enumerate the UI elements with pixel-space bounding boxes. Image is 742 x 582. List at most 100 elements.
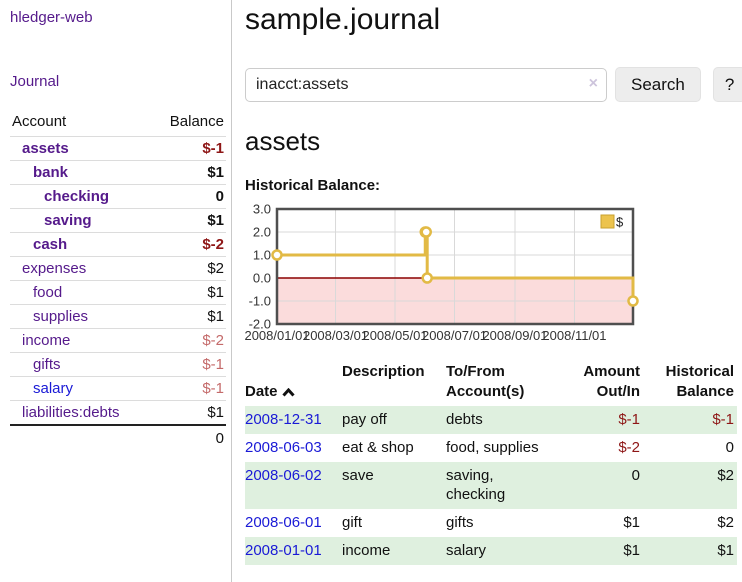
account-balance: $1 xyxy=(151,280,226,305)
transaction-date-link[interactable]: 2008-01-01 xyxy=(245,541,322,559)
account-link[interactable]: saving xyxy=(44,212,92,229)
register-row: 2008-06-01 gift gifts $1 $2 xyxy=(245,509,737,537)
register-header-description: Description xyxy=(342,363,425,380)
account-cell: bank xyxy=(10,160,152,185)
account-link[interactable]: checking xyxy=(44,188,110,205)
register-table: Date Description To/From Account(s) Amou… xyxy=(245,360,737,565)
account-balance: $1 xyxy=(151,400,226,425)
account-cell: cash xyxy=(10,232,152,257)
account-cell: checking xyxy=(10,184,152,209)
account-balance: $1 xyxy=(151,160,226,185)
account-balance: $-1 xyxy=(151,352,226,377)
transaction-accounts: food, supplies xyxy=(446,438,539,456)
transaction-description: income xyxy=(342,541,391,559)
account-link[interactable]: supplies xyxy=(33,308,89,325)
svg-text:0.0: 0.0 xyxy=(253,271,271,286)
account-cell: food xyxy=(10,280,152,305)
search-input[interactable] xyxy=(245,67,607,102)
account-balance: $-1 xyxy=(151,136,226,161)
accounts-total-row: 0 xyxy=(10,424,226,451)
transaction-date-link[interactable]: 2008-12-31 xyxy=(245,411,322,428)
register-header-row: Date Description To/From Account(s) Amou… xyxy=(245,360,737,406)
sort-ascending-icon xyxy=(281,387,295,397)
svg-text:$: $ xyxy=(616,215,624,230)
account-row: salary $-1 xyxy=(10,376,226,401)
account-balance: $-1 xyxy=(151,376,226,401)
transaction-accounts: salary xyxy=(446,541,487,559)
svg-text:2.0: 2.0 xyxy=(253,225,271,240)
historical-balance-chart: $3.0 2.0 1.0 0.0 -1.0 -2.02008/01/012008/03/0… xyxy=(244,202,639,343)
transaction-amount: $1 xyxy=(623,541,640,559)
transaction-date-cell: 2008-06-01 xyxy=(245,509,342,537)
account-link[interactable]: income xyxy=(22,332,71,349)
account-balance: $2 xyxy=(151,256,226,281)
account-link[interactable]: cash xyxy=(33,236,68,253)
accounts-header-balance: Balance xyxy=(151,111,226,137)
sidebar-item-journal[interactable]: Journal xyxy=(10,73,60,90)
register-header-date-label: Date xyxy=(245,382,278,400)
search-button[interactable]: Search xyxy=(615,67,701,102)
transaction-accounts: saving, checking xyxy=(446,466,506,504)
transaction-description: gift xyxy=(342,514,363,532)
accounts-table-body: assets $-1 bank $1 checking 0 saving $1 … xyxy=(10,136,226,425)
accounts-total-value: 0 xyxy=(151,424,226,451)
account-cell: gifts xyxy=(10,352,152,377)
account-link[interactable]: gifts xyxy=(33,356,61,373)
chart-title: Historical Balance: xyxy=(245,177,381,194)
clear-search-icon[interactable]: × xyxy=(588,74,598,92)
account-balance: $-2 xyxy=(151,328,226,353)
account-link[interactable]: expenses xyxy=(22,260,87,277)
account-row: gifts $-1 xyxy=(10,352,226,377)
account-row: supplies $1 xyxy=(10,304,226,329)
accounts-header-account: Account xyxy=(10,111,152,137)
account-cell: saving xyxy=(10,208,152,233)
transaction-date-cell: 2008-12-31 xyxy=(245,406,342,434)
transaction-amount: $-1 xyxy=(618,411,640,428)
register-row: 2008-06-02 save saving, checking 0 $2 xyxy=(245,461,737,510)
account-cell: liabilities:debts xyxy=(10,400,152,425)
account-row: food $1 xyxy=(10,280,226,305)
svg-text:2008/05/01: 2008/05/01 xyxy=(362,328,427,343)
svg-text:-2.0: -2.0 xyxy=(249,317,271,332)
account-link[interactable]: liabilities:debts xyxy=(22,404,120,421)
transaction-date-cell: 2008-06-03 xyxy=(245,434,342,462)
account-link[interactable]: assets xyxy=(22,140,69,157)
brand-link[interactable]: hledger-web xyxy=(10,9,93,26)
transaction-amount: $1 xyxy=(623,514,640,532)
account-row: income $-2 xyxy=(10,328,226,353)
account-balance: $1 xyxy=(151,304,226,329)
page-title: sample.journal xyxy=(245,3,441,36)
account-row: checking 0 xyxy=(10,184,226,209)
transaction-date-link[interactable]: 2008-06-02 xyxy=(245,466,322,484)
transaction-balance: $2 xyxy=(717,514,734,532)
svg-text:2008/07/01: 2008/07/01 xyxy=(422,328,487,343)
account-balance: 0 xyxy=(151,184,226,209)
account-link[interactable]: bank xyxy=(33,164,69,181)
register-row: 2008-06-03 eat & shop food, supplies $-2… xyxy=(245,434,737,462)
transaction-date-link[interactable]: 2008-06-03 xyxy=(245,438,322,456)
account-link[interactable]: food xyxy=(33,284,63,301)
transaction-accounts: debts xyxy=(446,411,483,428)
account-balance: $-2 xyxy=(151,232,226,257)
register-row: 2008-01-01 income salary $1 $1 xyxy=(245,536,737,565)
account-row: liabilities:debts $1 xyxy=(10,400,226,425)
account-link[interactable]: salary xyxy=(33,380,74,397)
transaction-balance: 0 xyxy=(725,438,734,456)
account-cell: expenses xyxy=(10,256,152,281)
account-row: bank $1 xyxy=(10,160,226,185)
svg-text:2008/11/01: 2008/11/01 xyxy=(542,328,606,343)
account-row: expenses $2 xyxy=(10,256,226,281)
account-cell: assets xyxy=(10,136,152,161)
register-header-balance: Historical Balance xyxy=(665,363,734,400)
account-row: saving $1 xyxy=(10,208,226,233)
register-header-amount: Amount Out/In xyxy=(583,363,640,400)
transaction-description: eat & shop xyxy=(342,438,414,456)
svg-text:-1.0: -1.0 xyxy=(249,294,271,309)
help-button[interactable]: ? xyxy=(712,67,742,102)
transaction-amount: $-2 xyxy=(618,438,640,456)
accounts-table: Account Balance assets $-1 bank $1 check… xyxy=(10,111,226,451)
register-header-date[interactable]: Date xyxy=(245,360,342,406)
transaction-date-link[interactable]: 2008-06-01 xyxy=(245,514,322,532)
svg-text:1.0: 1.0 xyxy=(253,248,271,263)
